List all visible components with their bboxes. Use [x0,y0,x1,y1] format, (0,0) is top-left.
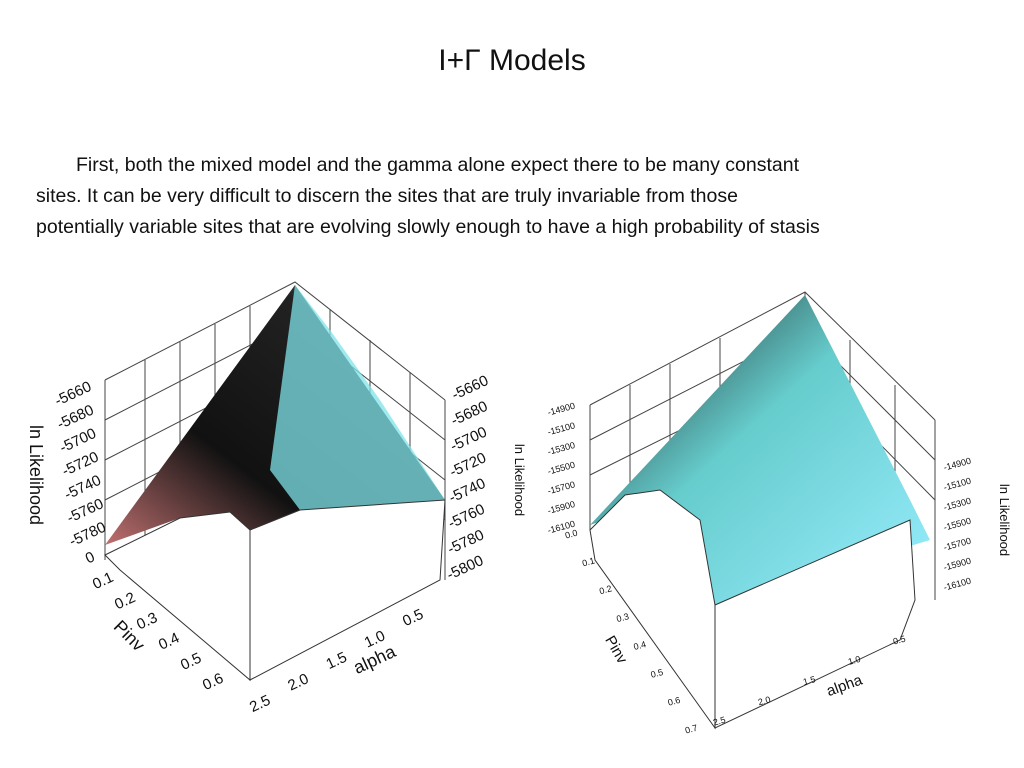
axis-text: 0.2 [598,583,613,596]
axis-text: 1.0 [847,654,862,667]
axis-text: 0.2 [112,589,138,613]
side-face [714,519,916,729]
axis-text: -15900 [546,499,576,516]
axis-text: ln Likelihood [512,444,527,516]
axis-text: -15900 [942,556,972,573]
axis-text: 0.1 [581,556,596,569]
axis-text: -15700 [546,479,576,496]
axis-text: -15300 [942,496,972,513]
axis-text: ln Likelihood [997,484,1012,556]
left-plot [104,281,446,682]
axis-text: 0.5 [400,606,426,630]
axis-text: -15500 [942,516,972,533]
axis-text: 1.5 [802,674,817,687]
axis-text: 0.5 [650,667,665,680]
axis-text: 1.5 [324,649,350,673]
paragraph-line: sites. It can be very difficult to disce… [36,185,738,207]
axis-text: alpha [824,671,865,700]
axis-text: 0.0 [564,528,579,541]
axis-text: 0.5 [892,634,907,647]
axis-text: -15500 [546,460,576,477]
axis-text: -14900 [942,456,972,473]
axis-text: 0.1 [90,569,116,593]
front-face [589,489,716,730]
axis-text: 0.4 [156,629,182,653]
paragraph-line: potentially variable sites that are evol… [36,216,820,238]
surface-highlight [270,285,445,510]
axis-text: Pinv [601,633,631,667]
axis-text: 2.0 [285,670,311,694]
axis-text: -5660 [449,372,491,404]
axis-text: -16100 [942,576,972,593]
axis-text: 0.6 [200,670,226,694]
right-plot [589,291,936,730]
axis-text: -15300 [546,440,576,457]
axis-text: 2.5 [247,692,273,716]
axis-text: -15100 [942,476,972,493]
axis-text: 0.7 [684,723,699,736]
paragraph: First, both the mixed model and the gamm… [36,150,820,243]
axis-text: 2.5 [712,715,727,728]
paragraph-line: First, both the mixed model and the gamm… [76,154,799,176]
axis-text: 0.3 [615,611,630,624]
axis-text: ln Likelihood [26,425,46,525]
axis-text: -15700 [942,536,972,553]
axis-text: 0.4 [632,639,647,652]
slide-title: I+Γ Models [438,44,586,77]
side-face [249,499,446,681]
axis-text: -15100 [546,420,576,437]
axis-text: 2.0 [757,694,772,707]
axis-text: 0 [83,548,98,567]
axis-text: 0.6 [667,695,682,708]
axis-text: -14900 [546,401,576,418]
axis-text: 0.5 [178,650,204,674]
